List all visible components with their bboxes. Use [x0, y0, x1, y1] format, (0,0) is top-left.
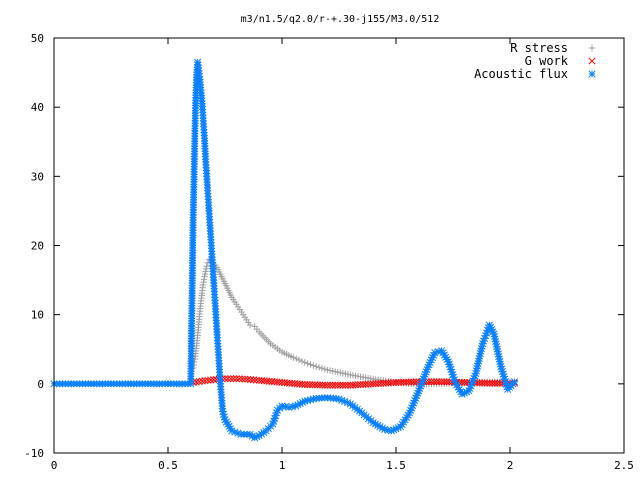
plot-area: 0 0.5 1 1.5 2 2.5 -10 0 10 20 30 40 50 [24, 32, 634, 472]
plot-frame [53, 37, 625, 454]
x-tick-label: 1 [279, 459, 286, 472]
data-point [481, 379, 489, 387]
data-point [483, 379, 491, 387]
data-point [334, 381, 342, 389]
data-point [198, 377, 206, 385]
data-point [207, 376, 215, 384]
y-tick-label: 20 [31, 240, 44, 253]
x-tick-label: 0 [51, 459, 58, 472]
x-tick-label: 1.5 [386, 459, 406, 472]
y-tick-label: 10 [31, 309, 44, 322]
data-point [324, 381, 332, 389]
data-point [203, 263, 210, 270]
data-point [290, 354, 297, 361]
data-point [432, 378, 441, 386]
legend-marker [588, 57, 596, 65]
data-point [307, 361, 314, 368]
data-point [224, 375, 232, 383]
x-tick-label: 0.5 [158, 459, 178, 472]
data-point [298, 398, 307, 406]
series-2 [189, 375, 519, 389]
data-point [227, 375, 235, 383]
data-point [247, 376, 255, 384]
data-point [455, 385, 463, 394]
y-tick-label: 0 [37, 378, 44, 391]
data-point [210, 376, 218, 384]
legend-label: G work [525, 54, 569, 68]
legend-marker [588, 44, 596, 52]
data-point [235, 375, 243, 383]
data-point [232, 375, 240, 383]
data-point [296, 399, 304, 408]
data-point [201, 377, 209, 385]
y-tick-label: 50 [31, 32, 44, 45]
data-point [491, 379, 499, 387]
data-point [321, 381, 329, 389]
data-point [229, 375, 238, 383]
data-point [488, 379, 496, 387]
data-point [336, 381, 344, 389]
legend-marker [588, 70, 596, 78]
data-point [246, 321, 254, 329]
y-tick-label: 30 [31, 170, 44, 183]
data-point [244, 375, 252, 383]
data-point [331, 381, 339, 389]
data-point [313, 363, 320, 370]
y-tick-label: -10 [24, 447, 44, 460]
data-point [341, 381, 349, 389]
y-tick-label: 40 [31, 101, 44, 114]
legend-label: Acoustic flux [474, 67, 568, 81]
data-point [339, 381, 347, 389]
data-point [496, 379, 504, 387]
chart-title: m3/n1.5/q2.0/r-+.30-j155/M3.0/512 [241, 14, 440, 25]
data-point [204, 376, 212, 384]
data-point [427, 378, 436, 386]
data-point [430, 378, 438, 386]
data-point [326, 381, 334, 389]
data-point [315, 364, 323, 371]
data-point [304, 360, 311, 367]
data-point [511, 378, 519, 386]
data-point [318, 365, 326, 372]
legend-label: R stress [510, 41, 568, 55]
data-point [301, 359, 308, 366]
data-point [493, 379, 501, 387]
data-point [241, 375, 249, 383]
series-3 [50, 58, 519, 442]
data-point [238, 375, 246, 383]
data-point [295, 356, 303, 364]
data-point [486, 379, 494, 387]
data-point [195, 377, 203, 386]
data-point [249, 376, 258, 384]
data-point [435, 378, 443, 386]
data-point [293, 355, 300, 362]
x-tick-label: 2 [507, 459, 514, 472]
data-point [321, 365, 328, 373]
data-point [329, 381, 337, 389]
x-tick-label: 2.5 [614, 459, 634, 472]
data-point [298, 357, 306, 365]
data-point [310, 362, 317, 369]
